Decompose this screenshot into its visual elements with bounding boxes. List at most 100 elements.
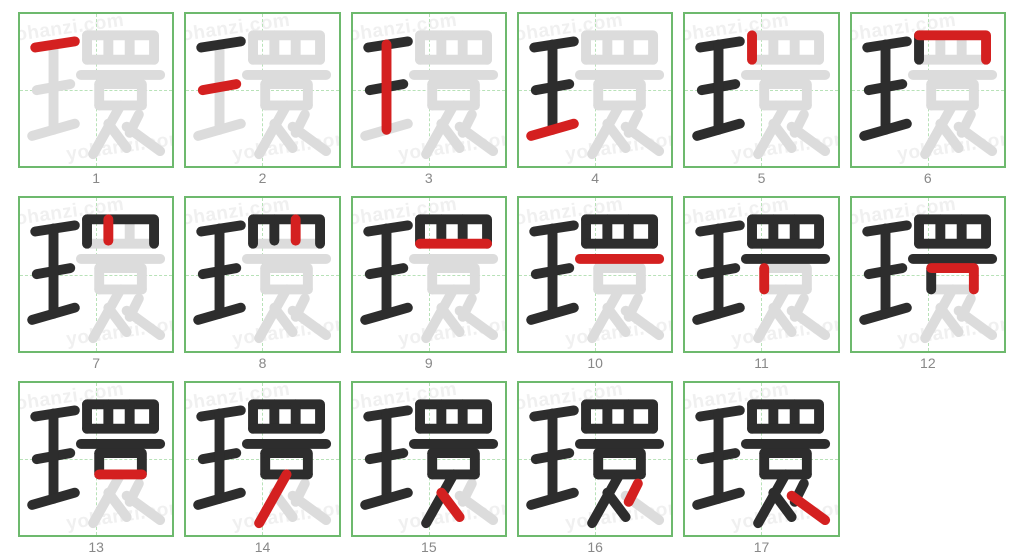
stroke-17 [626,311,660,335]
cell-wrapper-1: yohanzi.comyohanzi.com 1 [18,12,174,186]
stroke-17 [127,127,161,151]
cell-wrapper-11: yohanzi.comyohanzi.com 11 [683,196,839,370]
character-svg [353,383,505,535]
stroke-cell-9: yohanzi.comyohanzi.com [351,196,507,352]
stroke-cell-16: yohanzi.comyohanzi.com [517,381,673,537]
stroke-4 [531,124,574,136]
stroke-4 [32,124,75,136]
stroke-17 [792,311,826,335]
character-svg [20,14,172,166]
stroke-17 [958,311,992,335]
stroke-cell-6: yohanzi.comyohanzi.com [850,12,1006,168]
character-svg [519,14,671,166]
cell-wrapper-8: yohanzi.comyohanzi.com 8 [184,196,340,370]
stroke-cell-3: yohanzi.comyohanzi.com [351,12,507,168]
cell-wrapper-14: yohanzi.comyohanzi.com 14 [184,381,340,555]
character-svg [685,198,837,350]
stroke-cell-2: yohanzi.comyohanzi.com [184,12,340,168]
character-svg [852,14,1004,166]
stroke-4 [698,492,741,504]
stroke-17 [792,127,826,151]
stroke-number: 9 [425,355,433,371]
cell-wrapper-10: yohanzi.comyohanzi.com 10 [517,196,673,370]
cell-wrapper-9: yohanzi.comyohanzi.com 9 [351,196,507,370]
character-svg [353,198,505,350]
cell-wrapper-6: yohanzi.comyohanzi.com 6 [850,12,1006,186]
stroke-17 [459,495,493,519]
stroke-4 [698,308,741,320]
cell-wrapper-16: yohanzi.comyohanzi.com 16 [517,381,673,555]
stroke-17 [127,495,161,519]
cell-wrapper-12: yohanzi.comyohanzi.com 12 [850,196,1006,370]
cell-wrapper-13: yohanzi.comyohanzi.com 13 [18,381,174,555]
stroke-number: 1 [92,170,100,186]
stroke-number: 14 [255,539,271,555]
stroke-cell-12: yohanzi.comyohanzi.com [850,196,1006,352]
stroke-cell-15: yohanzi.comyohanzi.com [351,381,507,537]
stroke-17 [958,127,992,151]
character-svg [519,383,671,535]
stroke-4 [365,308,408,320]
stroke-17 [127,311,161,335]
stroke-4 [32,492,75,504]
stroke-number: 2 [259,170,267,186]
stroke-4 [531,492,574,504]
stroke-17 [459,127,493,151]
character-svg [685,383,837,535]
stroke-cell-14: yohanzi.comyohanzi.com [184,381,340,537]
stroke-4 [864,124,907,136]
character-svg [20,383,172,535]
stroke-4 [199,492,242,504]
stroke-cell-17: yohanzi.comyohanzi.com [683,381,839,537]
stroke-number: 3 [425,170,433,186]
stroke-cell-13: yohanzi.comyohanzi.com [18,381,174,537]
stroke-number: 12 [920,355,936,371]
stroke-order-grid: yohanzi.comyohanzi.com1yohanzi.comyohanz… [0,0,1024,522]
stroke-number: 15 [421,539,437,555]
stroke-17 [293,127,327,151]
cell-wrapper-17: yohanzi.comyohanzi.com 17 [683,381,839,555]
stroke-cell-11: yohanzi.comyohanzi.com [683,196,839,352]
stroke-4 [531,308,574,320]
character-svg [353,14,505,166]
stroke-1 [35,41,75,47]
character-svg [186,383,338,535]
stroke-number: 16 [587,539,603,555]
cell-wrapper-3: yohanzi.comyohanzi.com 3 [351,12,507,186]
character-svg [685,14,837,166]
stroke-cell-7: yohanzi.comyohanzi.com [18,196,174,352]
stroke-4 [365,492,408,504]
stroke-cell-10: yohanzi.comyohanzi.com [517,196,673,352]
stroke-number: 7 [92,355,100,371]
stroke-4 [698,124,741,136]
stroke-number: 5 [758,170,766,186]
stroke-number: 11 [754,355,769,371]
stroke-number: 17 [754,539,770,555]
stroke-17 [293,311,327,335]
character-svg [20,198,172,350]
cell-wrapper-4: yohanzi.comyohanzi.com 4 [517,12,673,186]
stroke-cell-8: yohanzi.comyohanzi.com [184,196,340,352]
stroke-17 [792,495,826,519]
character-svg [852,198,1004,350]
stroke-number: 6 [924,170,932,186]
cell-wrapper-2: yohanzi.comyohanzi.com 2 [184,12,340,186]
cell-wrapper-7: yohanzi.comyohanzi.com 7 [18,196,174,370]
character-svg [186,198,338,350]
stroke-4 [32,308,75,320]
stroke-cell-5: yohanzi.comyohanzi.com [683,12,839,168]
stroke-cell-4: yohanzi.comyohanzi.com [517,12,673,168]
stroke-number: 13 [88,539,104,555]
stroke-number: 10 [587,355,603,371]
stroke-number: 8 [259,355,267,371]
stroke-4 [864,308,907,320]
stroke-17 [459,311,493,335]
stroke-17 [626,127,660,151]
character-svg [186,14,338,166]
stroke-number: 4 [591,170,599,186]
stroke-4 [199,124,242,136]
character-svg [519,198,671,350]
stroke-17 [293,495,327,519]
stroke-2 [203,84,237,90]
stroke-cell-1: yohanzi.comyohanzi.com [18,12,174,168]
